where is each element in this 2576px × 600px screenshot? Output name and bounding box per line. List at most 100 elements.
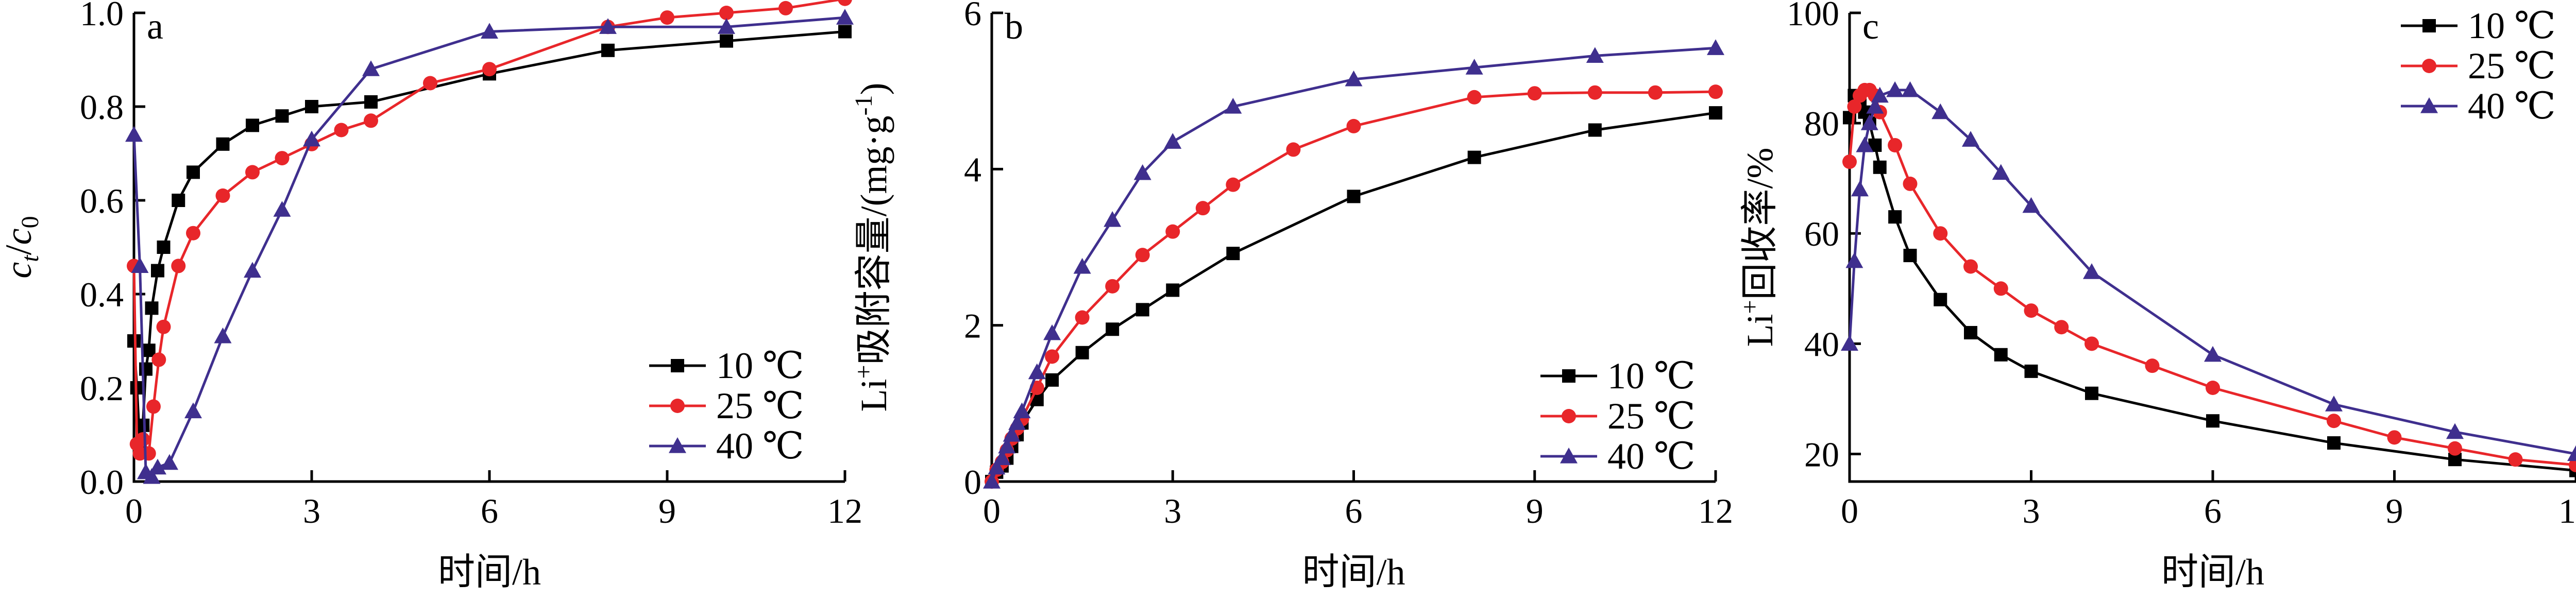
panel-a-series-0-point [136,418,150,432]
panel-a-legend-marker [670,399,685,413]
panel-c-series-2-point [1866,98,1884,114]
panel-a-y-tick-label: 0.0 [80,462,124,502]
panel-c-x-tick-label: 3 [2023,491,2040,530]
panel-a-series-0-point [139,362,152,376]
panel-c-series-2-point [1931,103,1950,119]
panel-a-y-tick-label: 1.0 [80,0,124,33]
panel-a-series-2-point [836,9,854,25]
panel-c-legend-marker [2420,97,2438,113]
panel-b-series-1-point [1165,224,1180,239]
panel-b-series-2-point [1008,414,1026,430]
panel-a-series-0-point [187,165,200,179]
panel-b-y-tick-label: 6 [964,0,981,33]
panel-c-series-1-point [2084,336,2099,351]
panel-b-x-tick-label: 6 [1345,491,1363,530]
panel-a-series-0-point [246,118,259,132]
panel-c-y-tick-label: 20 [1804,435,1839,474]
panel-c-series-1-point [2387,430,2402,445]
panel-a-series-0-point [216,137,230,151]
panel-b-series-0-point [1045,373,1059,387]
panel-b-y-title-part: -1 [850,95,877,115]
panel-a-series-1-point [215,188,230,203]
panel-c-series-1-point [2145,358,2160,373]
panel-c-series-1-point [1933,226,1948,241]
panel-a-series-1-point [778,1,793,15]
panel-b-series-2-point [998,437,1016,454]
panel-c-series-2-point [1886,81,1904,97]
panel-a-series-1-point [482,62,497,77]
panel-a-y-tick-label: 0.8 [80,88,124,127]
panel-a-series-0-point [172,194,185,207]
panel-a-series-1-point [364,113,378,128]
panel-b-legend-marker [1560,448,1578,464]
panel-b-x-axis-title: 时间/h [1302,552,1405,593]
panel-b-series-2-point [1345,70,1363,87]
panel-a-series-2-point [161,454,178,470]
panel-b-series-0-point [1136,303,1149,317]
panel-b-series-1-point [1708,84,1723,99]
panel-b-series-1-point [1648,85,1663,100]
panel-b-series-1-point [1045,349,1060,364]
panel-b-series-0-point [1467,150,1481,164]
panel-c-legend-marker [2422,19,2436,32]
panel-a-series-1-point [141,446,156,461]
panel-a-series-1-point [151,352,166,367]
panel-c-series-1-point [2054,320,2069,335]
panel-b-y-title-part: + [850,365,877,379]
panel-b-legend-label: 25 ℃ [1607,396,1696,437]
panel-b-series-2-point [1073,258,1091,274]
panel-a-x-tick-label: 12 [827,491,862,530]
panel-b-legend-marker [1562,409,1576,423]
panel-c-y-tick-label: 40 [1804,324,1839,364]
panel-c-series-1-point [1847,99,1862,114]
panel-b-series-2-point [993,449,1011,466]
panel-b-series-1-point [1587,85,1602,100]
panel-b-y-title-part: 吸附容量/(mg·g [853,115,894,365]
panel-a-series-1-point [186,226,200,241]
panel-a-y-axis-title: ct/c0 [0,216,44,278]
panel-b-series-0-point [1226,247,1240,261]
panel-c-axes [1848,13,2576,483]
panel-a-series-2-point [184,402,202,419]
panel-a-series-1-point [838,0,852,6]
panel-b-y-tick-label: 0 [964,462,981,502]
panel-c-series-2-point [1901,81,1919,97]
panel-c-x-tick-label: 6 [2204,491,2222,530]
panel-a-series-2-point [599,18,617,34]
panel-a-series-2-point [303,130,320,147]
panel-b-series-2-point [1043,324,1061,340]
panel-c-series-1-point [1842,155,1857,169]
panel-c: 0 3 6 9 12 20 40 60 80 100 时间/h Li+回收率/% c 10 ℃25 ℃40… [1736,0,2576,593]
panel-b-series-0-point [1106,322,1120,336]
panel-c-y-tick-label: 80 [1804,104,1839,143]
panel-c-legend-marker [2422,59,2436,73]
panel-b-legend-label: 40 ℃ [1607,436,1696,477]
panel-c-series-2-point [1845,252,1863,268]
panel-c-series-0-point [2327,436,2341,450]
panel-b-x-tick-label: 3 [1164,491,1181,530]
panel-c-series-0-point [2024,364,2038,378]
panel-c-series-0-point [2085,386,2098,400]
panel-b-letter: b [1005,6,1023,47]
panel-c-series-1-point [2569,457,2576,472]
panel-b-series-2-point [1586,47,1604,63]
panel-b-y-title-part: Li [853,379,894,412]
panel-b-series-0-point [1588,123,1602,137]
panel-c-legend-label: 25 ℃ [2468,45,2556,87]
panel-c-series-1-point [1888,138,1903,152]
panel-a-series-2-point [131,257,149,273]
panel-c-series-2-point [1851,180,1869,197]
panel-c-series-1-point [2327,414,2341,428]
panel-b-series-1-point [1226,177,1241,192]
panel-c-series-1-point [2508,452,2523,467]
panel-a-series-2-point [214,327,232,344]
panel-a-y-tick-label: 0.6 [80,181,124,220]
panel-c-series-2-point [1871,87,1889,103]
panel-c-x-tick-label: 12 [2558,491,2576,530]
panel-a-series-2-point [481,23,498,39]
panel-c-x-tick-label: 9 [2386,491,2403,530]
panel-b: 0 3 6 9 12 0 2 4 6 时间/h Li+吸附容量/(mg·g-1) b 10 ℃25 ℃4… [850,0,1733,593]
panel-c-x-axis-title: 时间/h [2161,552,2264,593]
panel-c-series-1-point [2206,381,2220,395]
panel-c-series-2-point [1992,164,2010,180]
